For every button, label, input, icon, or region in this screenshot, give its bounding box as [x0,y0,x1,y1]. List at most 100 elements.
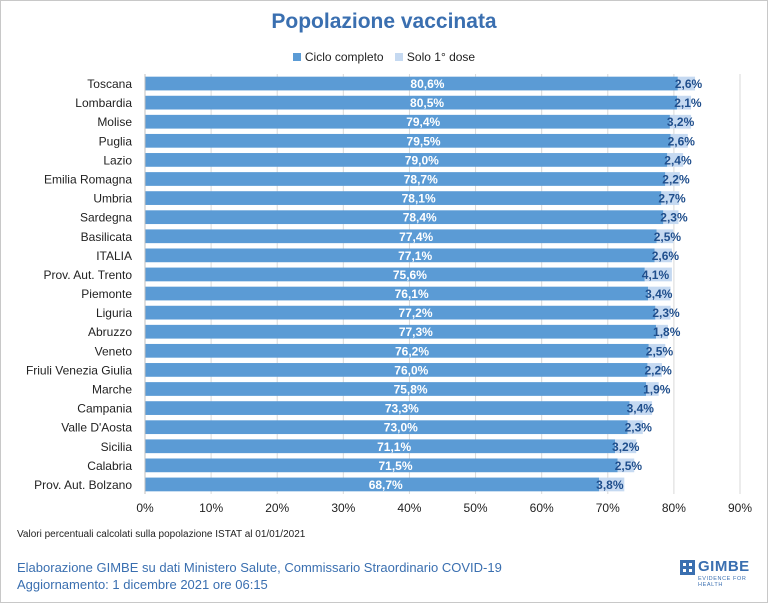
bar-first-dose [661,191,680,205]
bar-complete [145,324,657,339]
bar-first-dose [648,343,666,358]
data-label-first-dose: 3,2% [667,115,695,129]
category-label: Calabria [87,459,132,473]
bar-complete [145,153,668,167]
bar-complete [145,76,678,91]
category-label: Lombardia [75,96,132,110]
data-label-complete: 76,2% [395,344,429,358]
bar-complete [145,477,600,492]
bar-first-dose [669,114,692,129]
bar-complete [145,382,647,396]
category-label: Prov. Aut. Trento [44,268,133,282]
data-label-complete: 80,5% [410,96,444,110]
bar-complete [145,286,649,301]
data-label-first-dose: 4,1% [642,268,670,282]
data-label-complete: 77,2% [398,306,432,320]
data-label-first-dose: 2,4% [664,153,692,167]
category-label: Sardegna [80,211,132,225]
data-label-first-dose: 3,2% [612,440,640,454]
bar-complete [145,172,666,186]
category-label: Piemonte [81,287,132,301]
bar-first-dose [665,172,680,186]
logo-tagline: EVIDENCE FOR HEALTH [698,576,747,588]
data-label-first-dose: 1,8% [653,325,681,339]
data-label-complete: 79,4% [406,115,440,129]
bar-complete [145,210,664,225]
category-label: Campania [77,402,132,416]
data-label-complete: 78,1% [402,192,436,206]
data-label-first-dose: 3,4% [627,402,655,416]
category-label: Toscana [87,77,132,91]
data-label-complete: 76,0% [394,363,428,377]
credit: Elaborazione GIMBE su dati Ministero Sal… [17,559,502,593]
x-tick-label: 60% [530,501,554,515]
data-label-complete: 75,8% [394,383,428,397]
data-label-first-dose: 2,3% [625,421,653,435]
data-label-complete: 80,6% [410,77,444,91]
data-label-first-dose: 3,8% [596,478,624,492]
data-label-first-dose: 3,4% [645,287,673,301]
bar-complete [145,191,662,205]
category-label: Umbria [93,192,132,206]
data-label-complete: 71,5% [379,459,413,473]
legend-swatch-first-dose [394,53,403,61]
data-label-complete: 68,7% [369,478,403,492]
category-label: Basilicata [81,230,133,244]
data-label-complete: 77,1% [398,249,432,263]
x-tick-label: 40% [397,501,421,515]
bar-complete [145,95,678,110]
legend-label-first-dose: Solo 1° dose [406,50,476,64]
bar-complete [145,133,671,148]
x-tick-label: 90% [728,501,752,515]
data-label-complete: 76,1% [395,287,429,301]
x-tick-label: 30% [331,501,355,515]
bar-first-dose [667,153,684,167]
gimbe-logo-mark-icon [680,560,695,575]
category-label: Emilia Romagna [44,173,132,187]
legend-swatch-complete [292,53,301,61]
x-tick-label: 70% [596,501,620,515]
data-label-first-dose: 2,6% [675,77,703,91]
data-label-complete: 79,0% [405,153,439,167]
category-label: Molise [97,115,132,129]
x-tick-label: 50% [464,501,488,515]
bar-complete [145,114,670,129]
data-label-complete: 78,4% [403,211,437,225]
data-label-first-dose: 2,3% [652,306,680,320]
bar-first-dose [677,76,696,91]
data-label-first-dose: 2,6% [652,249,680,263]
bar-first-dose [617,458,635,473]
footnote: Valori percentuali calcolati sulla popol… [17,529,306,540]
data-label-first-dose: 2,3% [660,211,688,225]
legend-label-complete: Ciclo completo [304,50,384,64]
bar-complete [145,305,656,320]
legend: Ciclo completo Solo 1° dose [0,50,768,64]
bar-first-dose [655,305,671,320]
x-tick-label: 0% [136,501,154,515]
bar-chart: 0% 10% 20% 30% 40% 50% 60% 70% 80% 90% 80,6% 2,6% To… [26,74,752,515]
x-tick-label: 20% [265,501,289,515]
credit-source: Elaborazione GIMBE su dati Ministero Sal… [17,560,502,575]
category-label: Puglia [99,134,133,148]
bar-complete [145,343,649,358]
bar-complete [145,248,655,263]
category-label: Marche [92,383,132,397]
bar-first-dose [646,382,659,396]
bar-complete [145,420,628,435]
data-label-first-dose: 2,6% [668,134,696,148]
category-label: Friuli Venezia Giulia [26,363,132,377]
logo-name: GIMBE [698,558,750,575]
x-tick-label: 10% [199,501,223,515]
bar-first-dose [647,363,662,377]
category-label: Lazio [103,153,132,167]
data-label-complete: 77,4% [399,230,433,244]
legend-item-complete: Ciclo completo [292,50,384,64]
data-label-complete: 73,3% [385,402,419,416]
bar-first-dose [615,439,637,454]
bar-first-dose [629,401,653,415]
legend-item-first-dose: Solo 1° dose [394,50,476,64]
data-label-first-dose: 2,7% [658,192,686,206]
data-label-first-dose: 2,1% [674,96,702,110]
category-label: Sicilia [101,440,133,454]
category-label: Valle D'Aosta [61,421,132,435]
